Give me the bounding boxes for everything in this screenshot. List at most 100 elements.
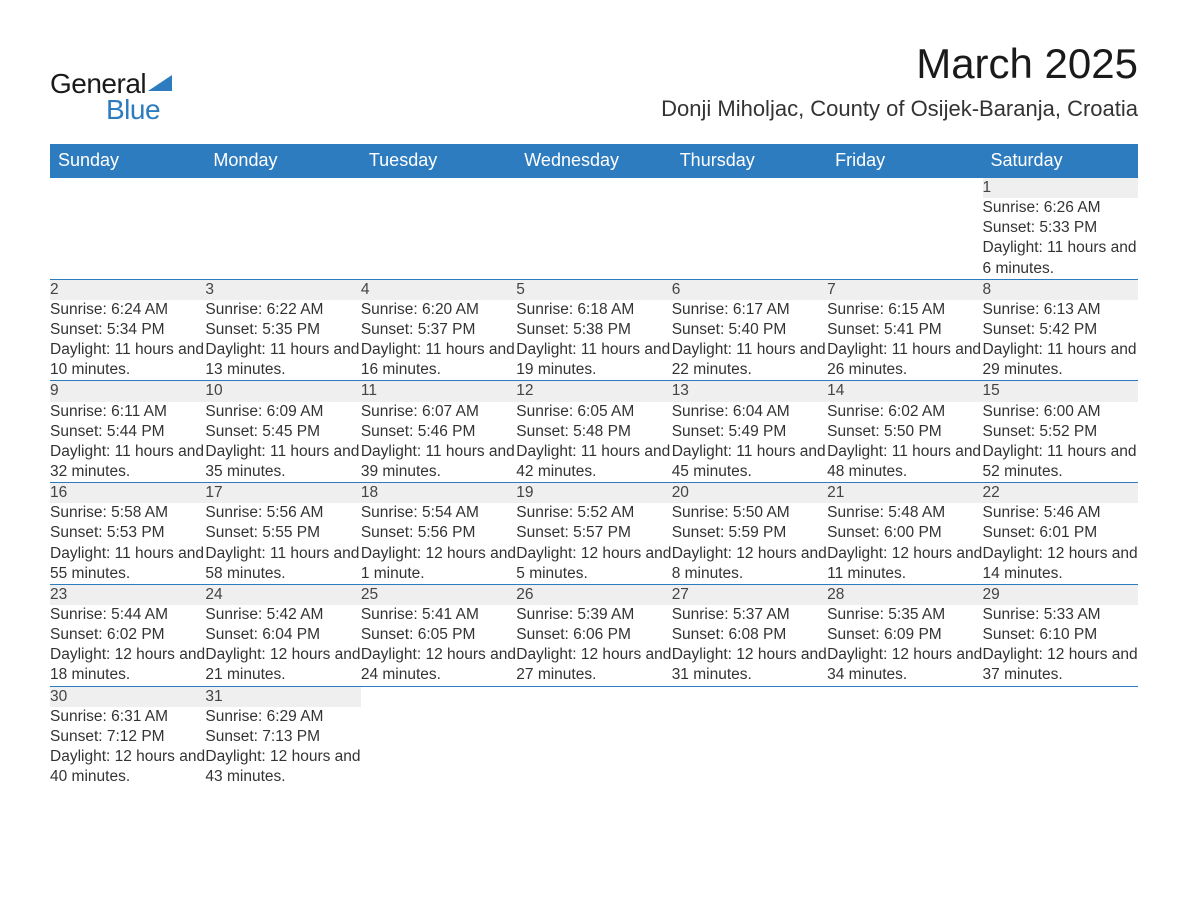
sunrise-line: Sunrise: 6:05 AM (516, 402, 671, 422)
empty-cell (516, 707, 671, 788)
empty-cell (516, 178, 671, 199)
empty-cell (983, 686, 1138, 707)
sunset-line: Sunset: 6:04 PM (205, 625, 360, 645)
day-details-cell: Sunrise: 5:54 AMSunset: 5:56 PMDaylight:… (361, 503, 516, 584)
day-number-cell: 24 (205, 584, 360, 605)
sunrise-line: Sunrise: 5:39 AM (516, 605, 671, 625)
sunrise-line: Sunrise: 5:46 AM (983, 503, 1138, 523)
empty-cell (205, 198, 360, 279)
sunrise-line: Sunrise: 5:48 AM (827, 503, 982, 523)
sunset-line: Sunset: 5:46 PM (361, 422, 516, 442)
sunset-line: Sunset: 7:13 PM (205, 727, 360, 747)
day-details-cell: Sunrise: 6:17 AMSunset: 5:40 PMDaylight:… (672, 300, 827, 381)
daylight-line: Daylight: 11 hours and 42 minutes. (516, 442, 671, 482)
week-details-row: Sunrise: 6:26 AMSunset: 5:33 PMDaylight:… (50, 198, 1138, 279)
week-daynum-row: 1 (50, 178, 1138, 199)
daylight-line: Daylight: 12 hours and 5 minutes. (516, 544, 671, 584)
sunrise-line: Sunrise: 6:00 AM (983, 402, 1138, 422)
day-details-cell: Sunrise: 6:18 AMSunset: 5:38 PMDaylight:… (516, 300, 671, 381)
daylight-line: Daylight: 11 hours and 39 minutes. (361, 442, 516, 482)
empty-cell (50, 178, 205, 199)
day-number-cell: 2 (50, 279, 205, 300)
day-details-cell: Sunrise: 6:00 AMSunset: 5:52 PMDaylight:… (983, 402, 1138, 483)
sunset-line: Sunset: 5:42 PM (983, 320, 1138, 340)
day-number-cell: 14 (827, 381, 982, 402)
day-number-cell: 25 (361, 584, 516, 605)
day-header: Wednesday (516, 144, 671, 178)
daylight-line: Daylight: 11 hours and 13 minutes. (205, 340, 360, 380)
daylight-line: Daylight: 11 hours and 35 minutes. (205, 442, 360, 482)
sunset-line: Sunset: 5:45 PM (205, 422, 360, 442)
empty-cell (827, 707, 982, 788)
sunset-line: Sunset: 5:41 PM (827, 320, 982, 340)
daylight-line: Daylight: 11 hours and 6 minutes. (983, 238, 1138, 278)
sunrise-line: Sunrise: 5:42 AM (205, 605, 360, 625)
sunrise-line: Sunrise: 6:18 AM (516, 300, 671, 320)
day-header: Tuesday (361, 144, 516, 178)
day-details-cell: Sunrise: 6:04 AMSunset: 5:49 PMDaylight:… (672, 402, 827, 483)
day-number-cell: 29 (983, 584, 1138, 605)
week-daynum-row: 16171819202122 (50, 483, 1138, 504)
sunrise-line: Sunrise: 5:54 AM (361, 503, 516, 523)
daylight-line: Daylight: 12 hours and 21 minutes. (205, 645, 360, 685)
daylight-line: Daylight: 12 hours and 37 minutes. (983, 645, 1138, 685)
title-block: March 2025 Donji Miholjac, County of Osi… (661, 40, 1138, 122)
week-details-row: Sunrise: 5:58 AMSunset: 5:53 PMDaylight:… (50, 503, 1138, 584)
empty-cell (827, 686, 982, 707)
sunrise-line: Sunrise: 6:26 AM (983, 198, 1138, 218)
daylight-line: Daylight: 11 hours and 10 minutes. (50, 340, 205, 380)
week-details-row: Sunrise: 6:24 AMSunset: 5:34 PMDaylight:… (50, 300, 1138, 381)
sunset-line: Sunset: 5:37 PM (361, 320, 516, 340)
empty-cell (672, 707, 827, 788)
sunset-line: Sunset: 5:33 PM (983, 218, 1138, 238)
week-details-row: Sunrise: 6:11 AMSunset: 5:44 PMDaylight:… (50, 402, 1138, 483)
week-daynum-row: 23242526272829 (50, 584, 1138, 605)
sunrise-line: Sunrise: 6:04 AM (672, 402, 827, 422)
daylight-line: Daylight: 12 hours and 18 minutes. (50, 645, 205, 685)
empty-cell (205, 178, 360, 199)
sunrise-line: Sunrise: 6:07 AM (361, 402, 516, 422)
sunrise-line: Sunrise: 6:11 AM (50, 402, 205, 422)
day-details-cell: Sunrise: 6:09 AMSunset: 5:45 PMDaylight:… (205, 402, 360, 483)
sunrise-line: Sunrise: 6:17 AM (672, 300, 827, 320)
empty-cell (361, 198, 516, 279)
sunrise-line: Sunrise: 6:02 AM (827, 402, 982, 422)
empty-cell (672, 686, 827, 707)
day-number-cell: 30 (50, 686, 205, 707)
sunset-line: Sunset: 6:06 PM (516, 625, 671, 645)
sunrise-line: Sunrise: 5:37 AM (672, 605, 827, 625)
daylight-line: Daylight: 11 hours and 45 minutes. (672, 442, 827, 482)
sunset-line: Sunset: 6:09 PM (827, 625, 982, 645)
sunrise-line: Sunrise: 6:20 AM (361, 300, 516, 320)
daylight-line: Daylight: 12 hours and 24 minutes. (361, 645, 516, 685)
day-details-cell: Sunrise: 5:33 AMSunset: 6:10 PMDaylight:… (983, 605, 1138, 686)
day-details-cell: Sunrise: 6:15 AMSunset: 5:41 PMDaylight:… (827, 300, 982, 381)
sunrise-line: Sunrise: 5:50 AM (672, 503, 827, 523)
day-number-cell: 1 (983, 178, 1138, 199)
day-details-cell: Sunrise: 5:42 AMSunset: 6:04 PMDaylight:… (205, 605, 360, 686)
sunrise-line: Sunrise: 6:13 AM (983, 300, 1138, 320)
empty-cell (361, 707, 516, 788)
day-number-cell: 31 (205, 686, 360, 707)
daylight-line: Daylight: 11 hours and 32 minutes. (50, 442, 205, 482)
header: General Blue March 2025 Donji Miholjac, … (50, 40, 1138, 126)
day-number-cell: 10 (205, 381, 360, 402)
daylight-line: Daylight: 12 hours and 31 minutes. (672, 645, 827, 685)
sunset-line: Sunset: 5:34 PM (50, 320, 205, 340)
daylight-line: Daylight: 11 hours and 19 minutes. (516, 340, 671, 380)
day-header: Friday (827, 144, 982, 178)
empty-cell (983, 707, 1138, 788)
sunrise-line: Sunrise: 5:56 AM (205, 503, 360, 523)
sunrise-line: Sunrise: 5:58 AM (50, 503, 205, 523)
day-number-cell: 22 (983, 483, 1138, 504)
day-details-cell: Sunrise: 6:13 AMSunset: 5:42 PMDaylight:… (983, 300, 1138, 381)
day-number-cell: 28 (827, 584, 982, 605)
day-details-cell: Sunrise: 6:29 AMSunset: 7:13 PMDaylight:… (205, 707, 360, 788)
sunset-line: Sunset: 7:12 PM (50, 727, 205, 747)
day-details-cell: Sunrise: 5:52 AMSunset: 5:57 PMDaylight:… (516, 503, 671, 584)
sunset-line: Sunset: 6:00 PM (827, 523, 982, 543)
day-header-row: Sunday Monday Tuesday Wednesday Thursday… (50, 144, 1138, 178)
daylight-line: Daylight: 11 hours and 26 minutes. (827, 340, 982, 380)
day-details-cell: Sunrise: 5:35 AMSunset: 6:09 PMDaylight:… (827, 605, 982, 686)
day-details-cell: Sunrise: 6:31 AMSunset: 7:12 PMDaylight:… (50, 707, 205, 788)
